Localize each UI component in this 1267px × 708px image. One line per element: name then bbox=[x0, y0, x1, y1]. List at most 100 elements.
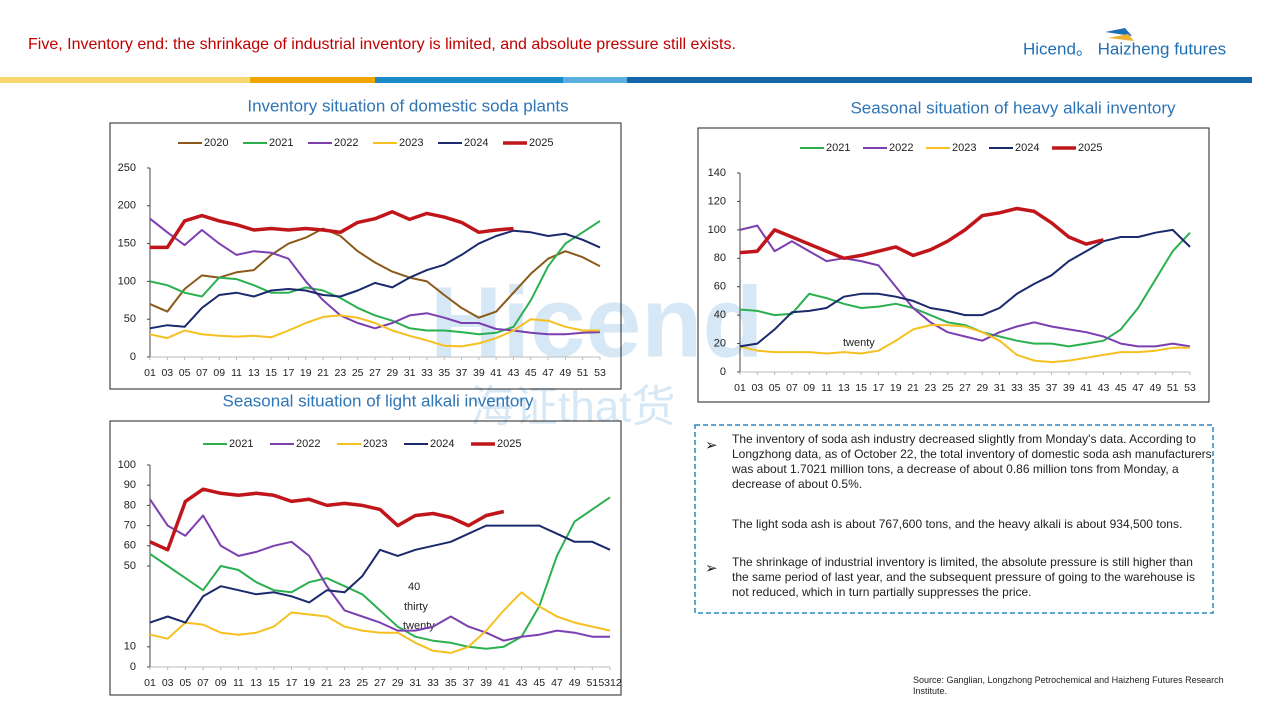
x-tick-label: 05 bbox=[769, 382, 781, 394]
series-line bbox=[150, 210, 514, 250]
series-line bbox=[149, 487, 505, 552]
x-tick-label: 35 bbox=[438, 367, 450, 379]
legend-label: 2025 bbox=[1078, 142, 1102, 154]
x-tick-label: 03 bbox=[751, 382, 763, 394]
series-line bbox=[149, 229, 601, 330]
series-line bbox=[149, 496, 611, 650]
logo-icon bbox=[1108, 34, 1134, 41]
annotation: thirty bbox=[404, 601, 428, 613]
chart-title: Inventory situation of domestic soda pla… bbox=[247, 96, 568, 115]
logo-icon bbox=[1105, 28, 1132, 36]
legend-label: 2021 bbox=[826, 142, 850, 154]
legend-label: 2025 bbox=[529, 137, 553, 149]
legend-label: 2024 bbox=[464, 137, 488, 149]
header-stripe bbox=[563, 77, 627, 83]
x-tick-label: 39 bbox=[1063, 382, 1075, 394]
x-tick-label: 13 bbox=[838, 382, 850, 394]
x-tick-label: 51 bbox=[577, 367, 589, 379]
x-tick-label: 07 bbox=[786, 382, 798, 394]
series-line bbox=[739, 224, 1191, 348]
legend-label: 2022 bbox=[296, 438, 320, 450]
x-tick-label: 25 bbox=[356, 677, 368, 689]
y-tick-label: 50 bbox=[124, 560, 136, 572]
x-tick-label: 27 bbox=[959, 382, 971, 394]
legend-label: 2021 bbox=[269, 137, 293, 149]
x-tick-label: 07 bbox=[196, 367, 208, 379]
y-tick-label: 120 bbox=[708, 195, 726, 207]
x-tick-label: 19 bbox=[890, 382, 902, 394]
legend-label: 2020 bbox=[204, 137, 228, 149]
logo-text: Hicend。 Haizheng futures bbox=[1023, 39, 1226, 58]
x-tick-label: 37 bbox=[463, 677, 475, 689]
x-tick-label: 35 bbox=[445, 677, 457, 689]
y-tick-label: 0 bbox=[130, 661, 136, 673]
x-tick-label: 19 bbox=[300, 367, 312, 379]
series-line bbox=[149, 524, 611, 624]
chart-title: Seasonal situation of light alkali inven… bbox=[223, 391, 534, 410]
bullet-icon: ➢ bbox=[705, 437, 718, 454]
chart-title: Seasonal situation of heavy alkali inven… bbox=[850, 98, 1176, 117]
y-tick-label: 10 bbox=[124, 641, 136, 653]
legend-label: 2023 bbox=[399, 137, 423, 149]
x-tick-label: 47 bbox=[542, 367, 554, 379]
y-tick-label: 200 bbox=[118, 200, 136, 212]
note-text: The inventory of soda ash industry decre… bbox=[732, 432, 1212, 491]
series-line bbox=[149, 217, 601, 336]
x-tick-label: 43 bbox=[516, 677, 528, 689]
x-tick-label: 03 bbox=[161, 367, 173, 379]
legend-label: 2024 bbox=[430, 438, 454, 450]
header-stripe bbox=[627, 77, 1252, 83]
watermark: Hicend 海证that货 bbox=[430, 266, 763, 431]
watermark-text: Hicend bbox=[430, 266, 763, 378]
legend-label: 2022 bbox=[889, 142, 913, 154]
x-tick-label: 09 bbox=[213, 367, 225, 379]
x-tick-label: 33 bbox=[421, 367, 433, 379]
series-line bbox=[149, 227, 601, 319]
x-tick-label: 09 bbox=[215, 677, 227, 689]
y-tick-label: 140 bbox=[708, 167, 726, 179]
series-line bbox=[149, 314, 600, 348]
legend-label: 2023 bbox=[363, 438, 387, 450]
x-tick-label: 15 bbox=[855, 382, 867, 394]
x-tick-label: 41 bbox=[490, 367, 502, 379]
note-box bbox=[694, 424, 1214, 614]
x-tick-label: 49 bbox=[560, 367, 572, 379]
y-tick-label: 50 bbox=[124, 313, 136, 325]
y-tick-label: 250 bbox=[118, 162, 136, 174]
y-tick-label: 100 bbox=[118, 459, 136, 471]
series-line bbox=[739, 206, 1104, 261]
y-tick-label: 0 bbox=[130, 351, 136, 363]
y-tick-label: 90 bbox=[124, 479, 136, 491]
x-tick-label: 11 bbox=[821, 382, 832, 394]
x-tick-label: 53 bbox=[1184, 382, 1196, 394]
x-tick-label: 01 bbox=[144, 367, 156, 379]
x-tick-label: 35 bbox=[1028, 382, 1040, 394]
legend-label: 2022 bbox=[334, 137, 358, 149]
x-tick-label: 45 bbox=[1115, 382, 1127, 394]
x-tick-label: 29 bbox=[976, 382, 988, 394]
y-tick-label: 20 bbox=[714, 337, 726, 349]
x-tick-label: 47 bbox=[551, 677, 563, 689]
y-tick-label: 70 bbox=[124, 520, 136, 532]
series-line bbox=[739, 228, 1191, 348]
x-tick-label: 39 bbox=[480, 677, 492, 689]
x-tick-label: 37 bbox=[456, 367, 468, 379]
x-tick-label: 37 bbox=[1046, 382, 1058, 394]
x-tick-label: 41 bbox=[1080, 382, 1092, 394]
x-tick-label: 05 bbox=[179, 367, 191, 379]
x-tick-label: 21 bbox=[317, 367, 329, 379]
x-tick-label: 11 bbox=[231, 367, 242, 379]
x-tick-label: 45 bbox=[533, 677, 545, 689]
x-tick-label: 31 bbox=[410, 677, 422, 689]
y-tick-label: 60 bbox=[124, 540, 136, 552]
x-tick-label: 01 bbox=[734, 382, 746, 394]
series-line bbox=[149, 498, 610, 642]
x-tick-label: 21 bbox=[321, 677, 333, 689]
y-tick-label: 60 bbox=[714, 281, 726, 293]
x-tick-label: 17 bbox=[283, 367, 295, 379]
series-line bbox=[739, 324, 1190, 364]
x-tick-label: 03 bbox=[162, 677, 174, 689]
x-tick-label: 27 bbox=[369, 367, 381, 379]
header-stripe bbox=[375, 77, 563, 83]
